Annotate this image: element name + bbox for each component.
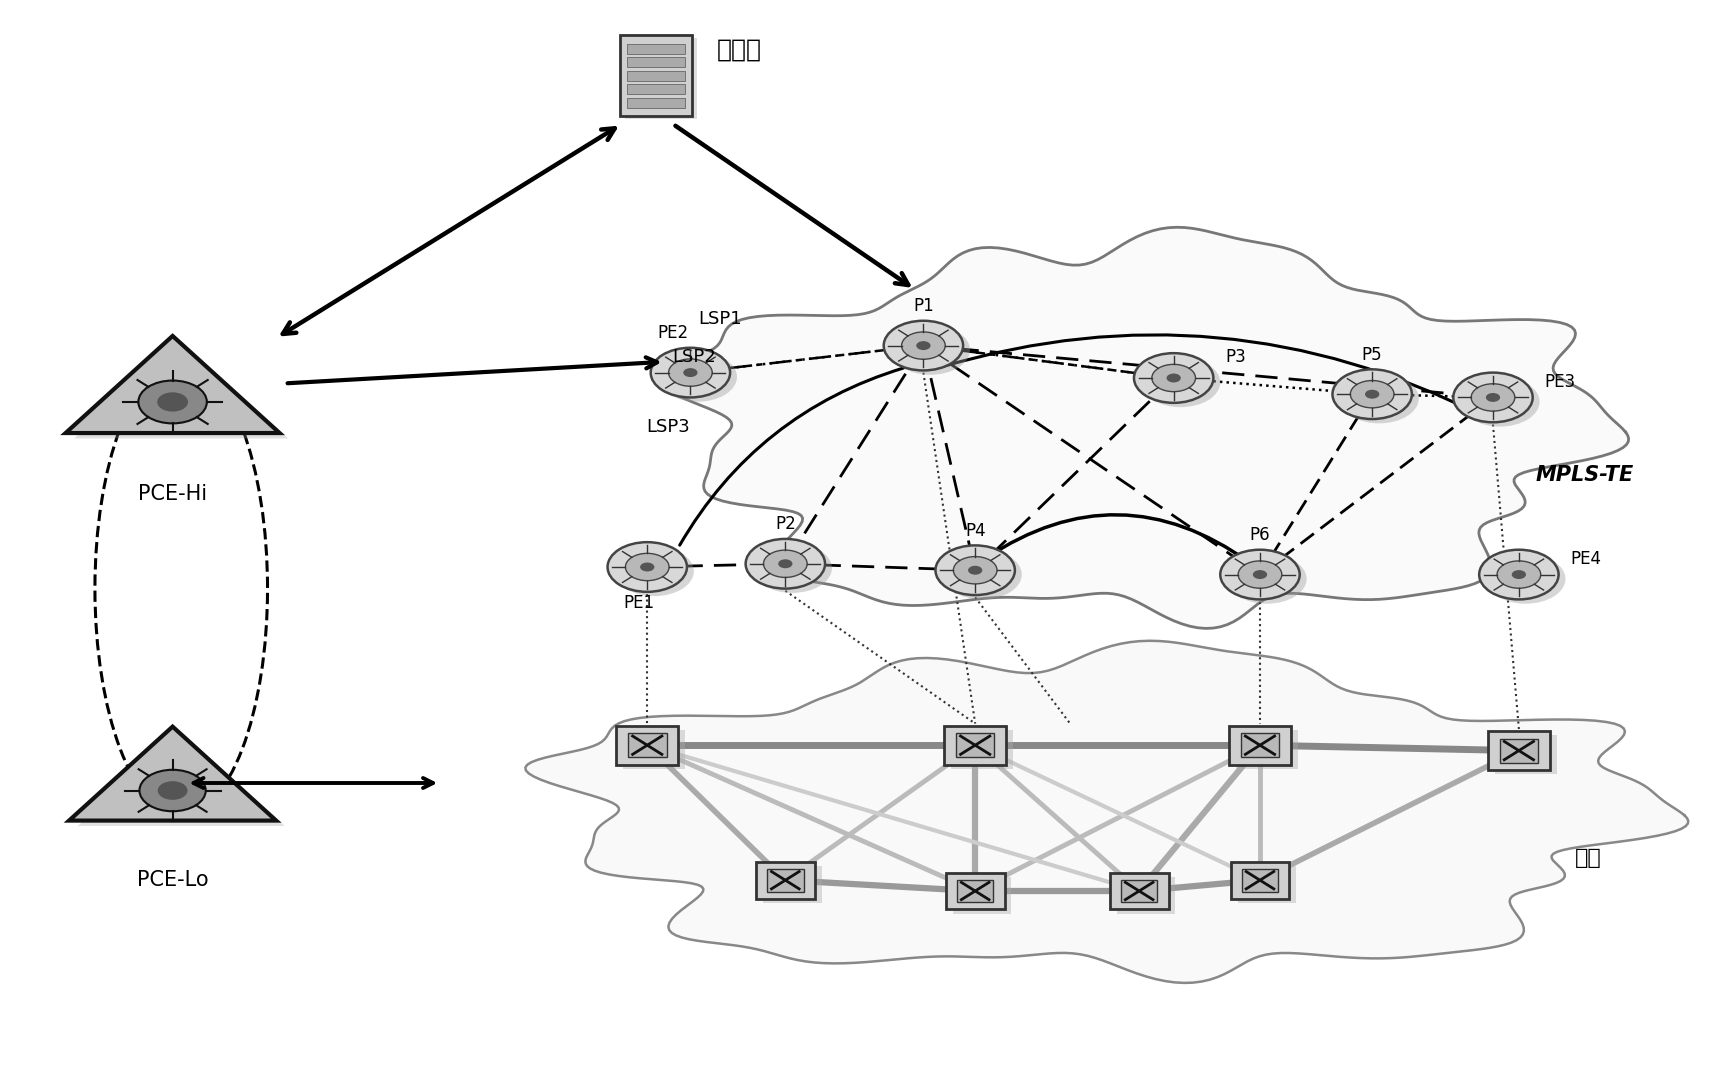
FancyBboxPatch shape xyxy=(1236,730,1298,769)
Text: P2: P2 xyxy=(775,515,796,534)
Text: P3: P3 xyxy=(1225,348,1246,366)
Circle shape xyxy=(968,566,982,575)
Circle shape xyxy=(157,781,188,800)
Circle shape xyxy=(1453,373,1533,422)
Circle shape xyxy=(157,392,188,411)
Text: PCE-Lo: PCE-Lo xyxy=(136,869,209,890)
FancyBboxPatch shape xyxy=(1500,739,1538,762)
Circle shape xyxy=(140,770,205,811)
Text: 服务器: 服务器 xyxy=(716,37,761,62)
FancyBboxPatch shape xyxy=(1120,879,1158,903)
Circle shape xyxy=(1227,554,1307,604)
FancyBboxPatch shape xyxy=(1231,862,1289,899)
Circle shape xyxy=(942,550,1022,599)
FancyBboxPatch shape xyxy=(1241,733,1279,757)
Circle shape xyxy=(917,341,930,350)
Polygon shape xyxy=(78,732,285,826)
FancyBboxPatch shape xyxy=(956,733,994,757)
Text: P1: P1 xyxy=(913,297,934,315)
FancyBboxPatch shape xyxy=(627,70,685,81)
FancyBboxPatch shape xyxy=(1238,866,1296,903)
Text: PCE-Hi: PCE-Hi xyxy=(138,484,207,504)
Circle shape xyxy=(753,543,832,593)
FancyBboxPatch shape xyxy=(628,733,666,757)
Circle shape xyxy=(1365,390,1379,399)
Text: LSP3: LSP3 xyxy=(647,418,690,436)
Circle shape xyxy=(778,559,792,568)
FancyBboxPatch shape xyxy=(763,866,822,903)
Circle shape xyxy=(1339,374,1419,423)
FancyBboxPatch shape xyxy=(623,730,685,769)
FancyBboxPatch shape xyxy=(1488,731,1550,770)
FancyBboxPatch shape xyxy=(946,873,1005,909)
FancyBboxPatch shape xyxy=(951,730,1013,769)
Polygon shape xyxy=(654,227,1629,629)
Text: P5: P5 xyxy=(1362,346,1383,364)
Circle shape xyxy=(1512,570,1526,579)
FancyBboxPatch shape xyxy=(953,877,1011,914)
FancyBboxPatch shape xyxy=(956,879,994,903)
Text: PE2: PE2 xyxy=(658,324,689,342)
Text: MPLS-TE: MPLS-TE xyxy=(1536,464,1633,485)
FancyBboxPatch shape xyxy=(620,35,692,116)
FancyBboxPatch shape xyxy=(756,862,815,899)
FancyBboxPatch shape xyxy=(1110,873,1169,909)
FancyBboxPatch shape xyxy=(1241,868,1279,892)
Circle shape xyxy=(891,325,970,375)
Circle shape xyxy=(884,321,963,370)
Circle shape xyxy=(1151,364,1196,392)
Text: P6: P6 xyxy=(1250,526,1270,544)
FancyBboxPatch shape xyxy=(1495,735,1557,774)
Circle shape xyxy=(1332,369,1412,419)
Text: PE3: PE3 xyxy=(1545,373,1576,391)
Circle shape xyxy=(1479,550,1559,599)
FancyBboxPatch shape xyxy=(627,57,685,67)
FancyBboxPatch shape xyxy=(625,38,697,119)
Circle shape xyxy=(668,359,713,387)
Circle shape xyxy=(1167,374,1181,382)
FancyBboxPatch shape xyxy=(627,84,685,94)
Text: P4: P4 xyxy=(965,522,986,540)
Circle shape xyxy=(953,556,998,584)
Circle shape xyxy=(1486,393,1500,402)
FancyBboxPatch shape xyxy=(627,43,685,54)
Polygon shape xyxy=(74,341,288,438)
Circle shape xyxy=(625,553,670,581)
Circle shape xyxy=(1238,561,1282,589)
Circle shape xyxy=(608,542,687,592)
Polygon shape xyxy=(525,640,1688,983)
FancyBboxPatch shape xyxy=(766,868,804,892)
Text: 光层: 光层 xyxy=(1574,848,1602,868)
Circle shape xyxy=(763,550,808,578)
Circle shape xyxy=(1141,357,1220,407)
Circle shape xyxy=(658,352,737,402)
Circle shape xyxy=(746,539,825,589)
Polygon shape xyxy=(69,727,276,821)
FancyBboxPatch shape xyxy=(944,726,1006,765)
Text: PE1: PE1 xyxy=(623,594,654,612)
Circle shape xyxy=(1460,377,1540,427)
Circle shape xyxy=(1471,383,1515,411)
Text: LSP1: LSP1 xyxy=(699,310,742,328)
FancyBboxPatch shape xyxy=(1117,877,1175,914)
FancyBboxPatch shape xyxy=(627,97,685,108)
FancyBboxPatch shape xyxy=(616,726,678,765)
Circle shape xyxy=(1350,380,1395,408)
Circle shape xyxy=(1496,561,1541,589)
Circle shape xyxy=(683,368,697,377)
Circle shape xyxy=(1220,550,1300,599)
Circle shape xyxy=(1486,554,1565,604)
Circle shape xyxy=(901,332,946,360)
FancyBboxPatch shape xyxy=(1229,726,1291,765)
Text: PE4: PE4 xyxy=(1571,550,1602,568)
Text: LSP2: LSP2 xyxy=(673,348,716,366)
Circle shape xyxy=(640,563,654,571)
Circle shape xyxy=(1134,353,1213,403)
Polygon shape xyxy=(66,336,280,433)
Circle shape xyxy=(935,545,1015,595)
Circle shape xyxy=(1253,570,1267,579)
Circle shape xyxy=(614,546,694,596)
Circle shape xyxy=(138,380,207,423)
Circle shape xyxy=(651,348,730,397)
